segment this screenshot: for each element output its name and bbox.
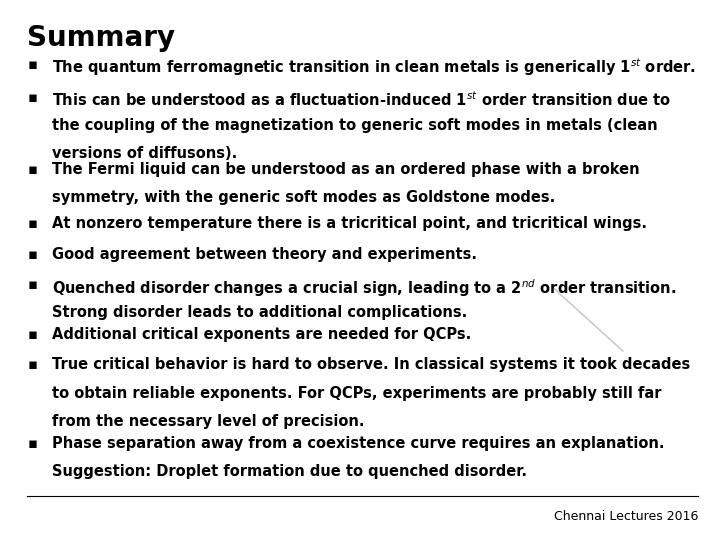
Text: Strong disorder leads to additional complications.: Strong disorder leads to additional comp… (52, 305, 467, 320)
Text: Chennai Lectures 2016: Chennai Lectures 2016 (554, 510, 698, 523)
Text: This can be understood as a fluctuation-induced 1$^{st}$ order transition due to: This can be understood as a fluctuation-… (52, 90, 671, 109)
Text: ▪: ▪ (27, 357, 37, 373)
Text: The Fermi liquid can be understood as an ordered phase with a broken: The Fermi liquid can be understood as an… (52, 162, 639, 177)
Text: Additional critical exponents are needed for QCPs.: Additional critical exponents are needed… (52, 327, 471, 342)
Text: True critical behavior is hard to observe. In classical systems it took decades: True critical behavior is hard to observ… (52, 357, 690, 373)
Text: ▪: ▪ (27, 247, 37, 262)
Text: ▪: ▪ (27, 90, 37, 105)
Text: from the necessary level of precision.: from the necessary level of precision. (52, 414, 364, 429)
Text: Phase separation away from a coexistence curve requires an explanation.: Phase separation away from a coexistence… (52, 436, 665, 451)
Text: ▪: ▪ (27, 216, 37, 231)
Text: the coupling of the magnetization to generic soft modes in metals (clean: the coupling of the magnetization to gen… (52, 118, 657, 133)
Text: Good agreement between theory and experiments.: Good agreement between theory and experi… (52, 247, 477, 262)
Text: Quenched disorder changes a crucial sign, leading to a 2$^{nd}$ order transition: Quenched disorder changes a crucial sign… (52, 277, 676, 299)
Text: Suggestion: Droplet formation due to quenched disorder.: Suggestion: Droplet formation due to que… (52, 464, 527, 479)
Text: ▪: ▪ (27, 57, 37, 72)
Text: ▪: ▪ (27, 277, 37, 292)
Text: ▪: ▪ (27, 436, 37, 451)
Text: The quantum ferromagnetic transition in clean metals is generically 1$^{st}$ ord: The quantum ferromagnetic transition in … (52, 57, 696, 78)
Text: ▪: ▪ (27, 162, 37, 177)
Text: symmetry, with the generic soft modes as Goldstone modes.: symmetry, with the generic soft modes as… (52, 190, 555, 205)
Text: Summary: Summary (27, 24, 176, 52)
Text: At nonzero temperature there is a tricritical point, and tricritical wings.: At nonzero temperature there is a tricri… (52, 216, 647, 231)
Text: to obtain reliable exponents. For QCPs, experiments are probably still far: to obtain reliable exponents. For QCPs, … (52, 386, 662, 401)
Text: ▪: ▪ (27, 327, 37, 342)
Text: versions of diffusons).: versions of diffusons). (52, 146, 237, 161)
